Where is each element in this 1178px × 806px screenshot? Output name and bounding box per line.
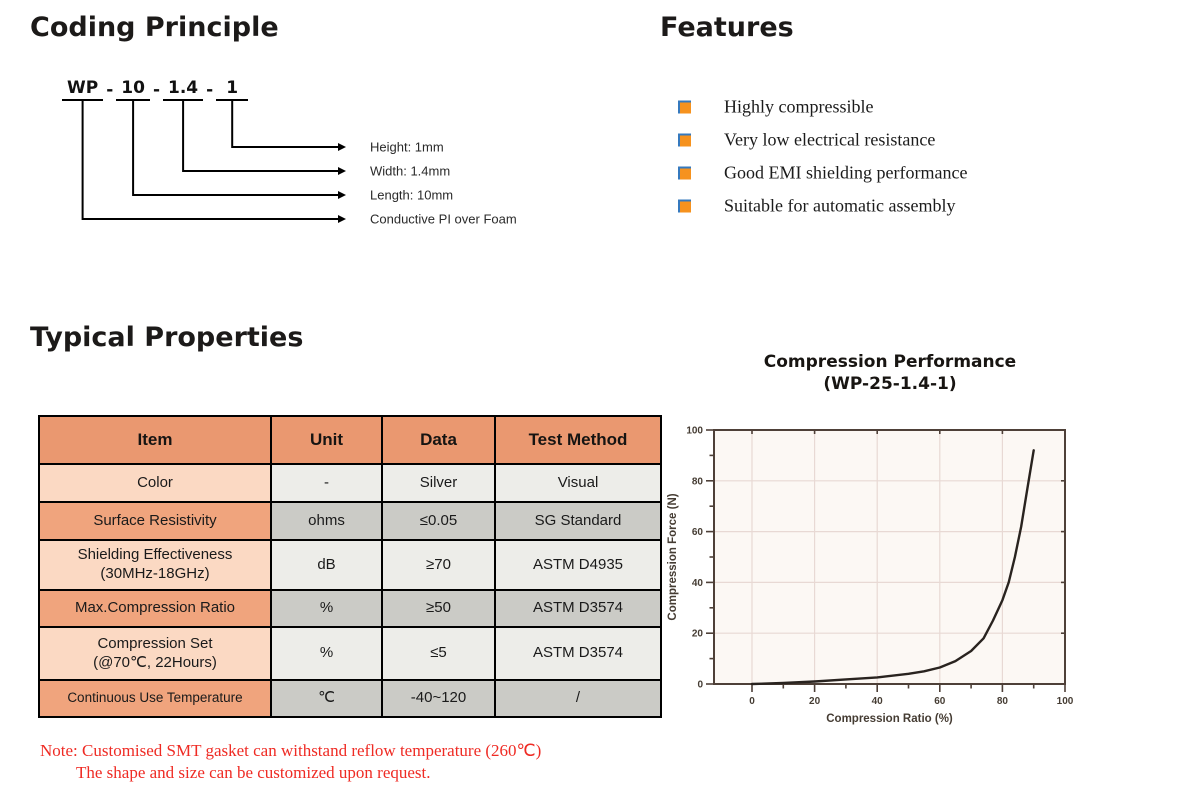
test-method-cell: ASTM D3574	[494, 626, 662, 681]
table-header-cell: Unit	[270, 415, 383, 465]
feature-item: Very low electrical resistance	[678, 130, 935, 151]
svg-text:100: 100	[1057, 696, 1074, 707]
item-text: Surface Resistivity	[93, 511, 217, 529]
x-axis-label: Compression Ratio (%)	[826, 713, 953, 725]
feature-label: Suitable for automatic assembly	[724, 195, 956, 216]
item-text: Max.Compression Ratio	[74, 599, 236, 617]
unit-cell: ℃	[270, 679, 383, 718]
chart-subtitle: (WP-25-1.4-1)	[823, 374, 957, 394]
feature-item: Good EMI shielding performance	[678, 163, 967, 184]
chart-title: Compression Performance	[763, 352, 1017, 372]
svg-text:0: 0	[749, 696, 755, 707]
code-separator: -	[106, 80, 114, 100]
item-text-line2: (@70℃, 22Hours)	[93, 653, 217, 671]
note-line-2: The shape and size can be customized upo…	[76, 763, 431, 782]
test-method-cell: ASTM D3574	[494, 589, 662, 628]
part-number-code: WP -10-1.4-1	[62, 78, 249, 101]
test-method-cell: ASTM D4935	[494, 539, 662, 591]
feature-item: Highly compressible	[678, 97, 873, 118]
compression-curve	[750, 449, 1035, 686]
table-header-cell: Data	[381, 415, 496, 465]
code-meaning-label: Conductive PI over Foam	[370, 211, 517, 227]
item-text: Shielding Effectiveness	[77, 546, 233, 564]
svg-text:80: 80	[997, 696, 1009, 707]
item-cell: Color	[38, 463, 272, 503]
feature-label: Highly compressible	[724, 96, 874, 117]
bullet-square-icon	[678, 100, 691, 114]
data-cell: Silver	[381, 463, 496, 503]
svg-text:20: 20	[809, 696, 821, 707]
item-cell: Compression Set (@70℃, 22Hours)	[38, 626, 272, 681]
bullet-square-icon	[678, 166, 691, 180]
item-cell: Max.Compression Ratio	[38, 589, 272, 628]
svg-text:60: 60	[934, 696, 946, 707]
unit-cell: %	[270, 626, 383, 681]
svg-text:60: 60	[692, 527, 704, 538]
table-header-cell: Test Method	[494, 415, 662, 465]
item-cell: Surface Resistivity	[38, 501, 272, 541]
arrow-right-icon	[338, 215, 346, 223]
svg-text:40: 40	[692, 578, 704, 589]
typical-properties-heading: Typical Properties	[30, 322, 304, 353]
item-cell: Shielding Effectiveness (30MHz-18GHz)	[38, 539, 272, 591]
chart-canvas: 0 20 40 60 80 100 0 20 40 60 80 100 Compression Rati…	[667, 426, 1074, 726]
code-segment: 10	[116, 78, 150, 101]
table-row: Shielding Effectiveness (30MHz-18GHz) dB ≥7…	[38, 539, 662, 591]
item-text: Continuous Use Temperature	[67, 690, 243, 706]
feature-item: Suitable for automatic assembly	[678, 196, 955, 217]
test-method-cell: Visual	[494, 463, 662, 503]
unit-cell: -	[270, 463, 383, 503]
feature-label: Very low electrical resistance	[724, 129, 936, 150]
data-cell: ≤5	[381, 626, 496, 681]
code-meaning-label: Length: 10mm	[370, 187, 454, 203]
table-row: Surface Resistivity ohms ≤0.05 SG Standard	[38, 501, 662, 541]
coding-principle-heading: Coding Principle	[30, 12, 279, 43]
table-row: Continuous Use Temperature ℃ -40~120/	[38, 679, 662, 718]
properties-table-header: Item Unit Data Test Method	[38, 415, 662, 465]
item-text: Color	[137, 473, 173, 491]
svg-text:20: 20	[692, 629, 704, 640]
arrow-right-icon	[338, 191, 346, 199]
code-segment: 1.4	[163, 78, 204, 101]
data-cell: ≥70	[381, 539, 496, 591]
unit-cell: ohms	[270, 501, 383, 541]
svg-text:40: 40	[872, 696, 884, 707]
features-heading: Features	[660, 12, 794, 43]
compression-chart: Compression Performance (WP-25-1.4-1) 0 2…	[660, 350, 1140, 750]
arrow-right-icon	[338, 167, 346, 175]
bullet-square-icon	[678, 199, 691, 213]
y-axis-label: Compression Force (N)	[667, 493, 679, 620]
svg-text:80: 80	[692, 476, 704, 487]
data-cell: ≤0.05	[381, 501, 496, 541]
code-separator: -	[152, 80, 161, 100]
svg-text:100: 100	[686, 426, 703, 437]
arrow-right-icon	[338, 143, 346, 151]
code-segment: 1	[216, 78, 249, 101]
table-row: Color - Silver Visual	[38, 463, 662, 503]
table-header-cell: Item	[38, 415, 272, 465]
item-text: Compression Set	[97, 634, 213, 652]
unit-cell: dB	[270, 539, 383, 591]
table-row: Max.Compression Ratio% ≥50 ASTM D3574	[38, 589, 662, 628]
bullet-square-icon	[678, 133, 691, 147]
properties-table: Item Unit Data Test Method Color - Silver Visu…	[38, 415, 662, 718]
data-cell: ≥50	[381, 589, 496, 628]
item-text-line2: (30MHz-18GHz)	[100, 565, 210, 582]
feature-label: Good EMI shielding performance	[724, 162, 968, 183]
test-method-cell: SG Standard	[494, 501, 662, 541]
table-row: Compression Set (@70℃, 22Hours)% ≤5 ASTM D3…	[38, 626, 662, 681]
note-line-1: Note: Customised SMT gasket can withstan…	[40, 741, 542, 760]
code-separator: -	[206, 80, 214, 100]
data-cell: -40~120	[381, 679, 496, 718]
test-method-cell: /	[494, 679, 662, 718]
code-segment: WP	[62, 78, 104, 101]
code-meaning-label: Width: 1.4mm	[370, 163, 451, 179]
svg-text:0: 0	[697, 680, 703, 691]
code-meaning-label: Height: 1mm	[370, 139, 444, 155]
unit-cell: %	[270, 589, 383, 628]
item-cell: Continuous Use Temperature	[38, 679, 272, 718]
